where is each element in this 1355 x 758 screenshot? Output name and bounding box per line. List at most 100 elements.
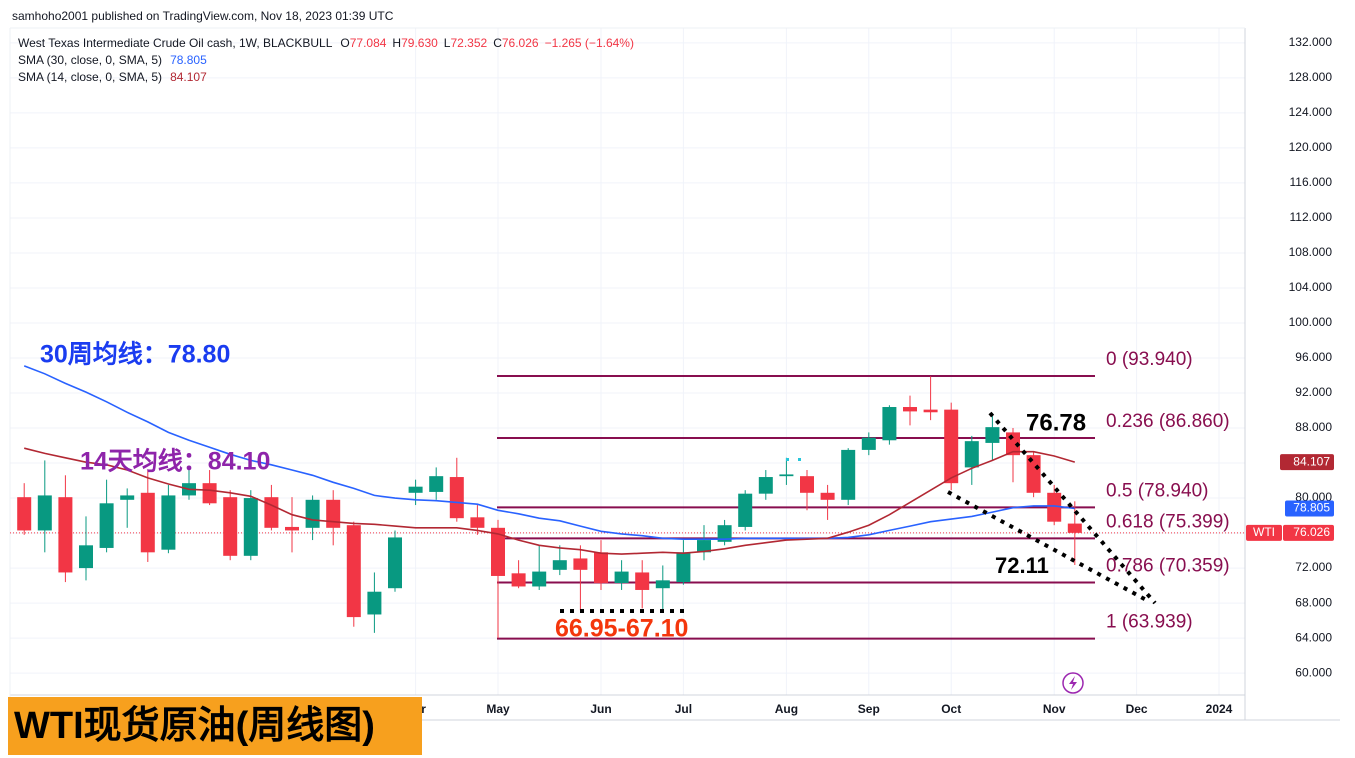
symbol-box [1246,524,1282,541]
candle-body [944,409,959,484]
y-tick-label: 72.000 [1295,560,1332,574]
candle-body [594,552,608,583]
candle-body [697,540,711,553]
legend-name: SMA (14, close, 0, SMA, 5) [18,70,162,84]
candle-body [903,407,917,412]
fib-label: 0.618 (75.399) [1106,511,1230,532]
sma-line [23,365,1075,540]
candle-body [326,499,341,528]
y-tick-label: 108.000 [1289,245,1333,259]
ohlc-value: 72.352 [450,36,487,50]
candle-body [37,495,52,531]
annotation: 66.95-67.10 [555,615,688,643]
candle-body [367,591,382,615]
candle-body [161,495,176,550]
legend-entry: SMA (30, close, 0, SMA, 5) 78.805 [18,53,207,67]
candle-body [223,497,238,556]
y-tick-label: 92.000 [1295,385,1332,399]
legend-value: 84.107 [170,70,207,84]
candle-body [800,476,814,493]
candle-body [120,495,135,500]
trend-dots [947,490,1151,604]
fib-label: 1 (63.939) [1106,612,1193,633]
legend-value: 78.805 [170,53,207,67]
marker [798,458,801,461]
price-box-label: 78.805 [1293,501,1330,515]
annotation: 76.78 [1026,409,1086,436]
y-tick-label: 128.000 [1289,70,1333,84]
candle-body [738,493,753,527]
plot [10,365,1245,640]
banner-text: WTI现货原油(周线图) [14,705,375,747]
y-tick-label: 88.000 [1295,420,1332,434]
trend-dots [988,411,1157,605]
price-box [1285,500,1334,517]
ohlc-key: L [444,36,451,50]
candle-body [882,407,897,441]
fib-label: 0.5 (78.940) [1106,480,1208,501]
change: −1.265 (−1.64%) [545,36,634,50]
sma-line [24,447,1076,555]
candle-body [470,517,485,528]
drawings [560,411,1157,694]
candle-body [964,441,979,468]
candle-body [449,477,464,519]
legend-name: SMA (30, close, 0, SMA, 5) [18,53,162,67]
candle-body [717,525,732,542]
ohlc-value: 76.026 [502,36,539,50]
x-tick-label: Sep [858,702,880,716]
candle-body [779,474,794,477]
candle-body [140,492,155,553]
candle-body [635,572,650,590]
candle-body [17,497,32,531]
y-tick-label: 132.000 [1289,35,1333,49]
x-tick-label: May [486,702,510,716]
ohlc-key: C [493,36,502,50]
y-tick-label: 96.000 [1295,350,1332,364]
candle-body [985,427,1000,443]
x-tick-label: 2024 [1206,702,1233,716]
ohlc-key: O [340,36,349,50]
price-box [1280,454,1334,471]
ohlc-key: H [392,36,401,50]
annotation: 30周均线：78.80 [40,340,230,369]
legend-title: West Texas Intermediate Crude Oil cash, … [18,36,333,50]
y-tick-label: 120.000 [1289,140,1333,154]
price-box-label: 84.107 [1293,454,1330,468]
candle-body [1047,492,1062,522]
symbol-label: WTI [1253,525,1275,539]
annotation: 72.11 [995,553,1049,578]
y-tick-label: 64.000 [1295,630,1332,644]
x-tick-label: Jun [590,702,611,716]
candle-body [491,527,505,576]
candle-body [429,476,444,492]
candle-body [1067,523,1082,533]
candle-body [58,497,73,573]
candle-body [305,499,320,528]
ohlc-value: 77.084 [350,36,387,50]
candle-body [923,409,938,413]
candle-body [655,580,670,589]
fib-label: 0.236 (86.860) [1106,411,1230,432]
candle-body [841,449,856,500]
y-tick-label: 60.000 [1295,665,1332,679]
annotation: 14天均线：84.10 [80,447,270,476]
price-box [1283,524,1334,541]
header: samhoho2001 published on TradingView.com… [12,9,394,23]
banner [8,697,422,755]
candle-body [532,571,547,587]
candle-body [79,545,93,569]
candle-body [511,573,526,587]
x-tick-label: Dec [1126,702,1148,716]
candle-body [285,526,299,531]
candle-body [388,537,402,589]
y-tick-label: 124.000 [1289,105,1333,119]
overlay: 60.00064.00068.00072.00076.00080.00084.0… [40,35,1334,716]
candle-body [758,477,773,494]
candle-body [676,552,691,583]
x-tick-label: Jul [675,702,692,716]
candle-body [408,486,423,493]
y-tick-label: 68.000 [1295,595,1332,609]
